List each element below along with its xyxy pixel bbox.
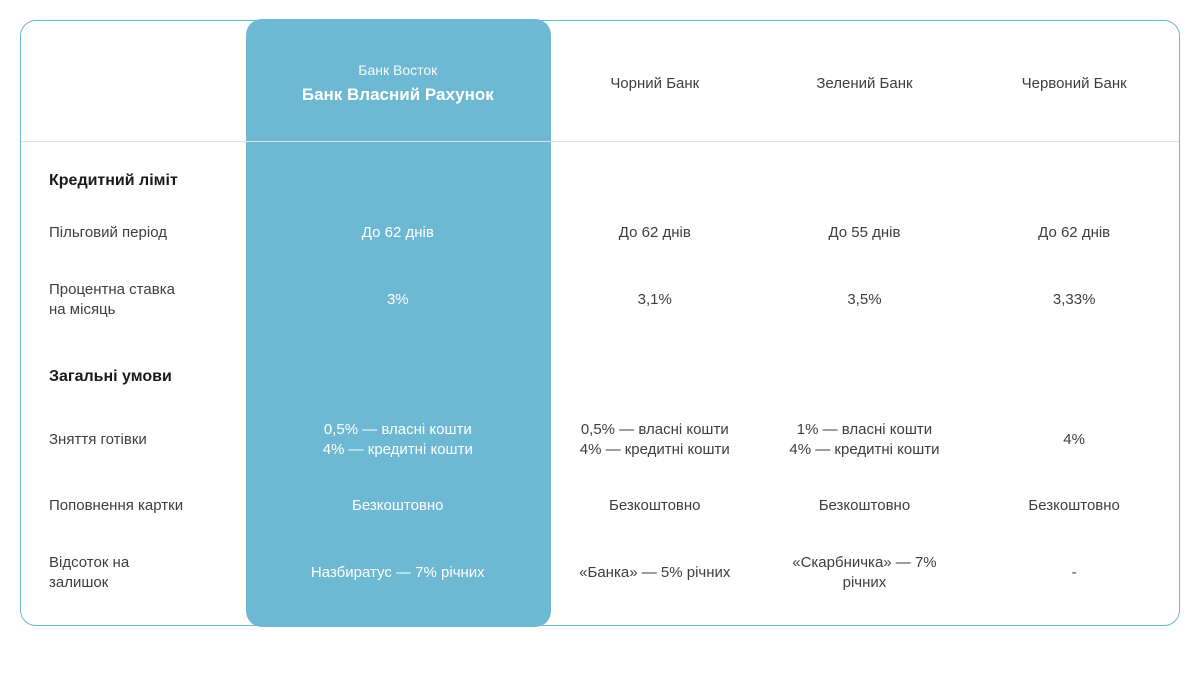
row-label: Пільговий період (21, 205, 246, 261)
table-header-row: Банк Восток Банк Власний Рахунок Чорний … (21, 21, 1179, 141)
section-spacer (550, 338, 760, 402)
section-general-terms: Загальні умови (21, 338, 1179, 402)
section-spacer (969, 338, 1179, 402)
cell-c: 1% — власні кошти 4% — кредитні кошти (760, 402, 970, 479)
cell-featured: До 62 днів (246, 205, 550, 261)
row-label: Процентна ставка на місяць (21, 262, 246, 339)
cell-d: Безкоштовно (969, 478, 1179, 534)
section-spacer (246, 338, 550, 402)
header-col-b: Чорний Банк (550, 21, 760, 141)
section-title: Загальні умови (21, 338, 246, 402)
section-spacer (760, 338, 970, 402)
row-balance-interest: Відсоток на залишок Назбиратус — 7% річн… (21, 535, 1179, 626)
cell-c: 3,5% (760, 262, 970, 339)
comparison-table-wrapper: Банк Восток Банк Власний Рахунок Чорний … (20, 20, 1180, 626)
line1: 1% — власні кошти (774, 420, 956, 440)
cell-b: До 62 днів (550, 205, 760, 261)
cell-featured: Безкоштовно (246, 478, 550, 534)
row-interest-rate: Процентна ставка на місяць 3% 3,1% 3,5% … (21, 262, 1179, 339)
header-featured: Банк Восток Банк Власний Рахунок (246, 21, 550, 141)
section-spacer (246, 141, 550, 205)
cell-b: Безкоштовно (550, 478, 760, 534)
cell-featured: Назбиратус — 7% річних (246, 535, 550, 626)
section-spacer (760, 141, 970, 205)
label-line1: Процентна ставка (49, 280, 232, 300)
featured-title: Банк Власний Рахунок (260, 84, 536, 107)
row-label: Поповнення картки (21, 478, 246, 534)
header-col-d: Червоний Банк (969, 21, 1179, 141)
row-grace-period: Пільговий період До 62 днів До 62 днів Д… (21, 205, 1179, 261)
cell-b: «Банка» — 5% річних (550, 535, 760, 626)
cell-c: Безкоштовно (760, 478, 970, 534)
section-credit-limit: Кредитний ліміт (21, 141, 1179, 205)
row-label: Відсоток на залишок (21, 535, 246, 626)
cell-featured: 0,5% — власні кошти 4% — кредитні кошти (246, 402, 550, 479)
cell-b: 0,5% — власні кошти 4% — кредитні кошти (550, 402, 760, 479)
line2: 4% — кредитні кошти (564, 440, 746, 460)
line1: «Скарбничка» — 7% (774, 553, 956, 573)
cell-d: - (969, 535, 1179, 626)
line1: 0,5% — власні кошти (260, 420, 536, 440)
line1: 0,5% — власні кошти (564, 420, 746, 440)
row-card-topup: Поповнення картки Безкоштовно Безкоштовн… (21, 478, 1179, 534)
label-line1: Відсоток на (49, 553, 232, 573)
row-label: Зняття готівки (21, 402, 246, 479)
header-col-c: Зелений Банк (760, 21, 970, 141)
cell-c: «Скарбничка» — 7% річних (760, 535, 970, 626)
section-title: Кредитний ліміт (21, 141, 246, 205)
label-line2: залишок (49, 573, 232, 593)
section-spacer (969, 141, 1179, 205)
header-empty (21, 21, 246, 141)
cell-c: До 55 днів (760, 205, 970, 261)
label-line2: на місяць (49, 300, 232, 320)
cell-d: 3,33% (969, 262, 1179, 339)
cell-featured: 3% (246, 262, 550, 339)
cell-d: До 62 днів (969, 205, 1179, 261)
line2: 4% — кредитні кошти (774, 440, 956, 460)
comparison-table: Банк Восток Банк Власний Рахунок Чорний … (21, 21, 1179, 625)
cell-b: 3,1% (550, 262, 760, 339)
line2: річних (774, 573, 956, 593)
featured-subtitle: Банк Восток (260, 61, 536, 80)
line2: 4% — кредитні кошти (260, 440, 536, 460)
row-cash-withdrawal: Зняття готівки 0,5% — власні кошти 4% — … (21, 402, 1179, 479)
section-spacer (550, 141, 760, 205)
cell-d: 4% (969, 402, 1179, 479)
